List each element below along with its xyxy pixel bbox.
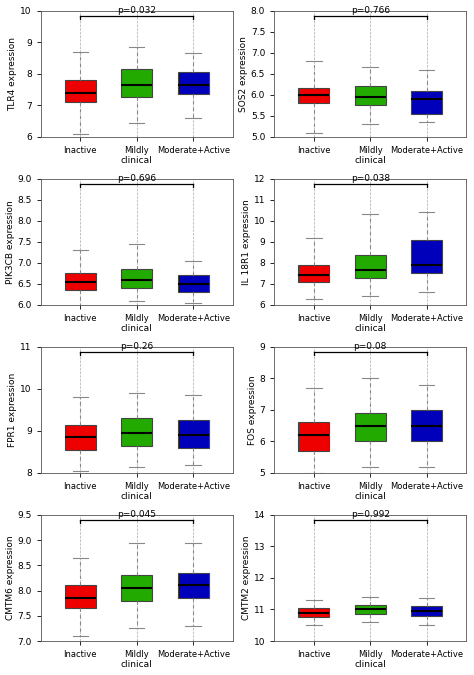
X-axis label: clinical: clinical [121,492,153,502]
PathPatch shape [178,421,209,448]
PathPatch shape [121,575,152,601]
X-axis label: clinical: clinical [355,324,386,333]
PathPatch shape [411,410,442,441]
PathPatch shape [121,418,152,446]
PathPatch shape [355,86,386,105]
PathPatch shape [65,425,96,450]
X-axis label: clinical: clinical [121,157,153,165]
PathPatch shape [298,88,329,103]
X-axis label: clinical: clinical [355,157,386,165]
PathPatch shape [121,269,152,288]
PathPatch shape [65,273,96,290]
PathPatch shape [355,605,386,614]
Text: p=0.696: p=0.696 [117,174,156,183]
PathPatch shape [65,585,96,608]
PathPatch shape [298,608,329,618]
X-axis label: clinical: clinical [121,324,153,333]
PathPatch shape [411,606,442,616]
PathPatch shape [411,240,442,273]
PathPatch shape [355,255,386,277]
X-axis label: clinical: clinical [121,660,153,670]
Text: p=0.045: p=0.045 [117,510,156,519]
Y-axis label: CMTM2 expression: CMTM2 expression [242,536,251,620]
Text: p=0.766: p=0.766 [351,6,390,15]
Text: p=0.992: p=0.992 [351,510,390,519]
Text: p=0.032: p=0.032 [117,6,156,15]
Y-axis label: FOS expression: FOS expression [248,375,257,445]
PathPatch shape [298,265,329,281]
Y-axis label: SOS2 expression: SOS2 expression [239,36,248,111]
X-axis label: clinical: clinical [355,660,386,670]
Text: p=0.038: p=0.038 [351,174,390,183]
Text: p=0.08: p=0.08 [354,342,387,351]
PathPatch shape [65,80,96,102]
PathPatch shape [355,413,386,441]
Y-axis label: CMTM6 expression: CMTM6 expression [6,535,15,620]
Y-axis label: FPR1 expression: FPR1 expression [9,373,18,447]
PathPatch shape [298,423,329,451]
Text: p=0.26: p=0.26 [120,342,154,351]
PathPatch shape [411,90,442,113]
Y-axis label: IL 18R1 expression: IL 18R1 expression [242,199,251,285]
PathPatch shape [178,275,209,292]
PathPatch shape [178,573,209,598]
Y-axis label: TLR4 expression: TLR4 expression [9,36,18,111]
PathPatch shape [178,72,209,94]
X-axis label: clinical: clinical [355,492,386,502]
PathPatch shape [121,69,152,97]
Y-axis label: PIK3CB expression: PIK3CB expression [6,200,15,284]
